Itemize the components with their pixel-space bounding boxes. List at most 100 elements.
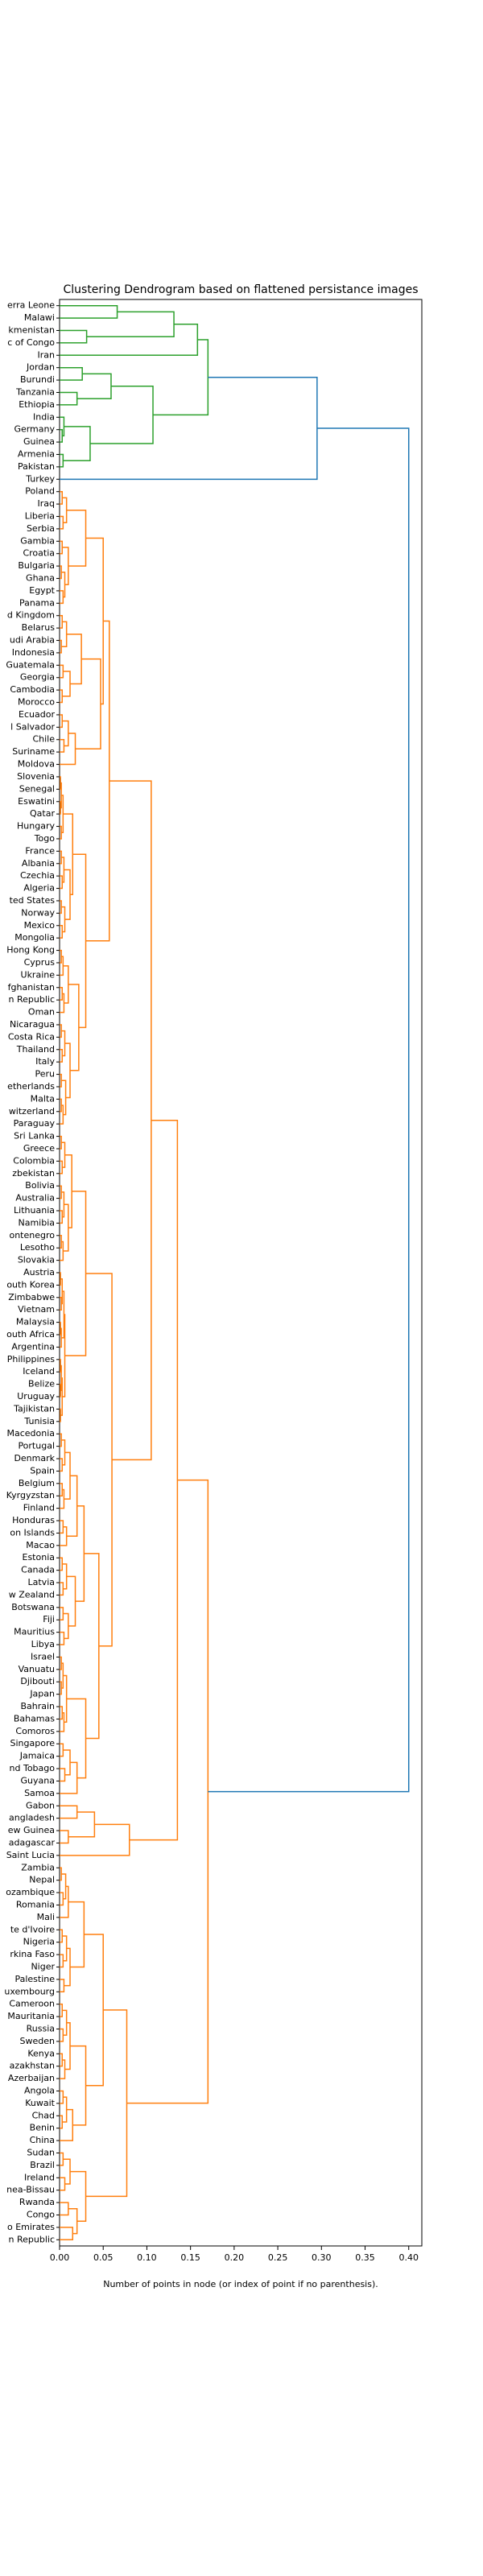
- leaf-label: Guinea: [23, 436, 55, 447]
- dendrogram-link: [60, 2090, 64, 2104]
- leaf-label: etherlands: [7, 1081, 55, 1092]
- leaf-label: Libya: [31, 1639, 55, 1649]
- leaf-label: Jamaica: [19, 1751, 55, 1761]
- dendrogram-link: [60, 1241, 64, 1261]
- x-axis-label: Number of points in node (or index of po…: [103, 2279, 378, 2289]
- leaf-label: nd Tobago: [10, 1763, 56, 1773]
- leaf-label: China: [30, 2135, 55, 2145]
- dendrogram-link: [85, 1273, 113, 1647]
- dendrogram-link: [60, 1278, 64, 1305]
- dendrogram-link: [68, 2208, 78, 2235]
- leaf-label: Morocco: [18, 697, 55, 708]
- leaf-label: Cyprus: [24, 957, 56, 968]
- dendrogram-link: [66, 1475, 78, 1538]
- leaf-label: Hungary: [17, 821, 55, 832]
- dendrogram-link: [85, 620, 110, 942]
- leaf-label: Slovenia: [17, 771, 55, 782]
- dendrogram-link: [60, 329, 88, 344]
- leaf-label: Tanzania: [15, 387, 55, 398]
- dendrogram-link: [60, 453, 64, 468]
- leaf-label: Vanuatu: [19, 1664, 55, 1674]
- dendrogram-link: [60, 2059, 66, 2079]
- leaf-label: fghanistan: [8, 982, 55, 993]
- leaf-label: l Salvador: [10, 721, 55, 732]
- leaf-label: Uruguay: [17, 1391, 55, 1402]
- leaf-label: Russia: [27, 2023, 55, 2033]
- dendrogram-link: [60, 1458, 64, 1472]
- leaf-label: Iraq: [38, 498, 56, 509]
- leaf-label: Zambia: [21, 1862, 55, 1872]
- leaf-label: Hong Kong: [6, 945, 55, 956]
- dendrogram-link: [64, 1947, 71, 1987]
- leaf-label: Costa Rica: [8, 1031, 55, 1042]
- dendrogram-link: [66, 1698, 87, 1779]
- dendrogram-link: [60, 2003, 64, 2017]
- dendrogram-link: [60, 2202, 69, 2216]
- x-tick-label: 0.25: [268, 2252, 288, 2263]
- leaf-label: Belgium: [19, 1478, 55, 1488]
- leaf-label: Lesotho: [20, 1242, 55, 1253]
- leaf-label: Norway: [21, 907, 55, 918]
- dendrogram-link: [60, 428, 64, 443]
- leaf-label: Georgia: [20, 672, 55, 683]
- dendrogram-link: [60, 490, 64, 505]
- dendrogram-link: [68, 1811, 96, 1838]
- leaf-label: Kuwait: [25, 2098, 55, 2108]
- dendrogram-link: [84, 1934, 104, 2087]
- leaf-label: te d'Ivoire: [10, 1924, 55, 1934]
- dendrogram-link: [86, 311, 175, 337]
- leaf-label: n Republic: [9, 2234, 55, 2244]
- leaf-label: Togo: [34, 833, 56, 844]
- dendrogram-link: [60, 2028, 64, 2042]
- leaf-label: Sri Lanka: [14, 1131, 55, 1141]
- leaf-label: witzerland: [9, 1106, 55, 1117]
- leaf-label: Botswana: [11, 1602, 55, 1612]
- dendrogram-link: [61, 1662, 64, 1689]
- dendrogram-link: [60, 2152, 64, 2166]
- leaf-label: Kenya: [27, 2048, 55, 2058]
- leaf-label: Vietnam: [18, 1304, 55, 1315]
- dendrogram-link: [60, 925, 64, 939]
- leaf-label: Albania: [22, 858, 55, 869]
- leaf-label: n Republic: [9, 994, 55, 1005]
- leaf-label: Peru: [35, 1069, 55, 1080]
- dendrogram-link: [62, 720, 69, 747]
- dendrogram-link: [61, 795, 64, 833]
- chart-title: Clustering Dendrogram based on flattened…: [63, 283, 418, 296]
- leaf-label: Japan: [29, 1689, 55, 1699]
- dendrogram-link: [129, 1119, 179, 1841]
- dendrogram-link: [85, 2009, 128, 2198]
- leaf-label: Ukraine: [21, 969, 56, 980]
- dendrogram-link: [60, 2177, 66, 2191]
- leaf-label: Estonia: [23, 1552, 56, 1563]
- dendrogram-link: [60, 1885, 69, 1918]
- leaf-label: Nicaragua: [10, 1019, 55, 1030]
- leaf-label: azakhstan: [10, 2061, 55, 2071]
- leaf-label: Tunisia: [23, 1416, 55, 1426]
- leaf-label: on Islands: [10, 1527, 55, 1538]
- leaf-label: Italy: [35, 1056, 55, 1067]
- leaf-label: Spain: [30, 1465, 55, 1476]
- leaf-label: kmenistan: [8, 325, 55, 336]
- leaf-label: angladesh: [9, 1813, 55, 1823]
- leaf-label: Panama: [19, 597, 55, 608]
- leaf-label: Cambodia: [10, 684, 55, 695]
- leaf-label: Mexico: [24, 920, 56, 931]
- leaf-label: Romania: [16, 1899, 55, 1909]
- leaf-label: Tajikistan: [13, 1403, 55, 1414]
- dendrogram-link: [60, 1805, 78, 1819]
- dendrogram-link: [60, 324, 199, 357]
- leaf-label: Nepal: [29, 1875, 55, 1885]
- dendrogram-link: [60, 2053, 64, 2067]
- leaf-label: Algeria: [23, 883, 55, 894]
- leaf-label: outh Korea: [6, 1279, 55, 1290]
- leaf-label: Philippines: [7, 1354, 56, 1364]
- leaf-label: Armenia: [18, 449, 55, 460]
- dendrogram-link: [60, 614, 64, 629]
- dendrogram-link: [60, 366, 83, 381]
- leaf-label: Mali: [37, 1912, 55, 1922]
- leaf-label: w Zealand: [9, 1589, 55, 1600]
- dendrogram-link: [63, 1749, 71, 1776]
- dendrogram-link: [126, 1479, 209, 2104]
- dendrogram-link: [60, 1160, 64, 1174]
